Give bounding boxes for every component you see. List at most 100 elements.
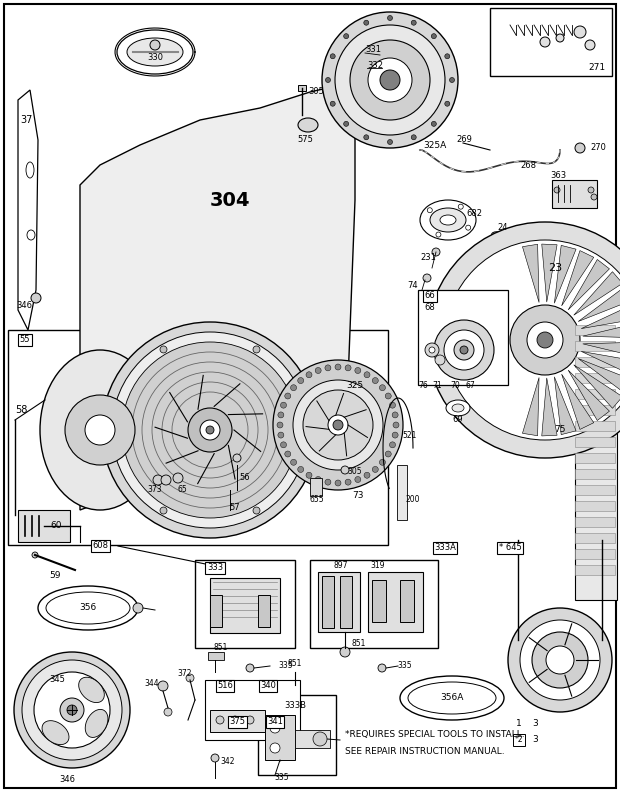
Circle shape — [246, 664, 254, 672]
Text: 851: 851 — [352, 639, 366, 649]
Polygon shape — [568, 260, 609, 310]
Circle shape — [322, 12, 458, 148]
Text: 335: 335 — [397, 661, 412, 671]
Circle shape — [411, 21, 416, 25]
Bar — [210, 710, 265, 732]
Text: 335: 335 — [275, 774, 290, 782]
Circle shape — [411, 135, 416, 139]
Bar — [298, 85, 306, 91]
Polygon shape — [562, 250, 594, 306]
Circle shape — [233, 454, 241, 462]
Text: 331: 331 — [365, 45, 381, 55]
Text: 682: 682 — [466, 208, 482, 218]
Ellipse shape — [85, 710, 108, 737]
Text: 305: 305 — [348, 467, 362, 477]
Circle shape — [445, 54, 449, 59]
Circle shape — [298, 466, 304, 473]
Circle shape — [188, 408, 232, 452]
Circle shape — [520, 620, 600, 700]
Bar — [575, 469, 615, 479]
Text: 268: 268 — [520, 161, 536, 169]
Circle shape — [186, 674, 194, 682]
Circle shape — [429, 347, 435, 353]
Text: 325A: 325A — [423, 140, 446, 150]
Ellipse shape — [400, 676, 504, 720]
Text: 608: 608 — [92, 542, 108, 550]
Circle shape — [291, 459, 296, 465]
Circle shape — [153, 475, 163, 485]
Ellipse shape — [117, 30, 193, 74]
Bar — [575, 533, 615, 543]
Bar — [340, 576, 352, 628]
Text: 65: 65 — [177, 485, 187, 494]
Polygon shape — [574, 365, 620, 409]
Circle shape — [364, 135, 369, 139]
Circle shape — [273, 360, 403, 490]
Circle shape — [460, 346, 468, 354]
Text: 851: 851 — [213, 642, 228, 652]
Circle shape — [585, 40, 595, 50]
Ellipse shape — [127, 38, 183, 66]
Circle shape — [540, 37, 550, 47]
Circle shape — [341, 466, 349, 474]
Text: 333B: 333B — [284, 700, 306, 710]
Circle shape — [343, 33, 348, 39]
Circle shape — [313, 732, 327, 746]
Polygon shape — [574, 272, 620, 315]
Polygon shape — [581, 352, 620, 376]
Text: 333: 333 — [207, 563, 223, 573]
Circle shape — [31, 293, 41, 303]
Text: 372: 372 — [178, 668, 192, 677]
Text: 319: 319 — [370, 562, 384, 570]
Circle shape — [556, 34, 564, 42]
Bar — [368, 572, 423, 632]
Ellipse shape — [26, 162, 34, 178]
Text: 58: 58 — [15, 405, 27, 415]
Text: 346: 346 — [16, 300, 32, 310]
Bar — [372, 580, 386, 622]
Bar — [400, 580, 414, 622]
Text: 59: 59 — [49, 570, 61, 580]
Circle shape — [355, 367, 361, 374]
Circle shape — [112, 332, 308, 528]
Polygon shape — [578, 287, 620, 322]
Polygon shape — [542, 378, 557, 436]
Circle shape — [537, 332, 553, 348]
Circle shape — [372, 466, 378, 473]
Circle shape — [160, 507, 167, 514]
Circle shape — [65, 395, 135, 465]
Polygon shape — [578, 359, 620, 394]
Text: 356: 356 — [79, 604, 97, 612]
Ellipse shape — [452, 404, 464, 412]
Bar — [258, 595, 270, 627]
Circle shape — [60, 698, 84, 722]
Text: 37: 37 — [20, 115, 32, 125]
Text: eReplacementParts.com: eReplacementParts.com — [242, 450, 378, 460]
Bar — [575, 549, 615, 559]
Text: 332: 332 — [367, 60, 383, 70]
Text: 305: 305 — [308, 87, 324, 97]
Bar — [295, 730, 330, 748]
Circle shape — [303, 390, 373, 460]
Polygon shape — [18, 90, 38, 330]
Circle shape — [445, 240, 620, 440]
Text: 897: 897 — [334, 562, 348, 570]
Text: 346: 346 — [59, 775, 75, 785]
Bar — [265, 715, 295, 760]
Ellipse shape — [298, 118, 318, 132]
Circle shape — [270, 723, 280, 733]
Bar — [575, 325, 615, 335]
Circle shape — [432, 33, 436, 39]
Polygon shape — [568, 370, 609, 421]
Polygon shape — [523, 378, 539, 436]
Circle shape — [385, 393, 391, 399]
Text: 270: 270 — [590, 143, 606, 153]
Circle shape — [379, 385, 386, 390]
Ellipse shape — [492, 232, 515, 244]
Bar — [490, 8, 612, 76]
Circle shape — [364, 371, 370, 378]
Text: 24: 24 — [498, 223, 508, 233]
Circle shape — [278, 412, 284, 418]
Circle shape — [253, 346, 260, 353]
Bar — [575, 405, 615, 415]
